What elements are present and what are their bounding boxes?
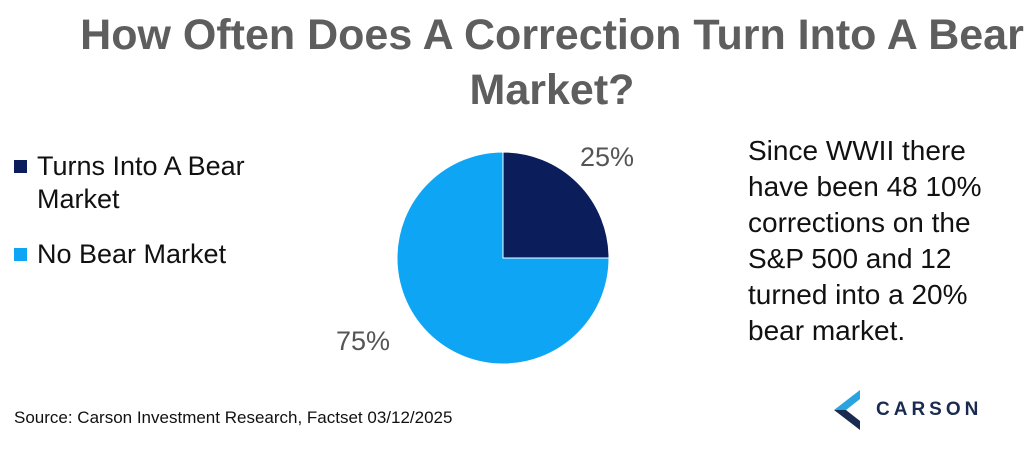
- legend-label-no-bear-market: No Bear Market: [37, 239, 227, 269]
- chart-legend: Turns Into A Bear Market No Bear Market: [14, 150, 274, 293]
- slice-label-bear-market: 25%: [580, 142, 634, 172]
- legend-item-bear-market: Turns Into A Bear Market: [14, 150, 274, 216]
- legend-swatch-no-bear-market: [14, 248, 27, 261]
- pie-slice-turns-into-a-bear-market: [502, 151, 610, 259]
- source-note: Source: Carson Investment Research, Fact…: [14, 408, 453, 427]
- pie-slice-no-bear-market: [396, 151, 610, 365]
- carson-chevron-logo-icon: [834, 390, 860, 430]
- chart-title: How Often Does A Correction Turn Into A …: [80, 11, 1024, 114]
- slice-label-no-bear-market: 75%: [336, 326, 390, 356]
- legend-item-no-bear-market: No Bear Market: [14, 238, 274, 271]
- carson-logo: CARSON: [832, 390, 982, 430]
- legend-swatch-bear-market: [14, 160, 27, 173]
- annotation-note: Since WWII there have been 48 10% correc…: [748, 135, 982, 346]
- legend-label-bear-market: Turns Into A Bear Market: [37, 151, 245, 214]
- logo-text: CARSON: [876, 399, 983, 420]
